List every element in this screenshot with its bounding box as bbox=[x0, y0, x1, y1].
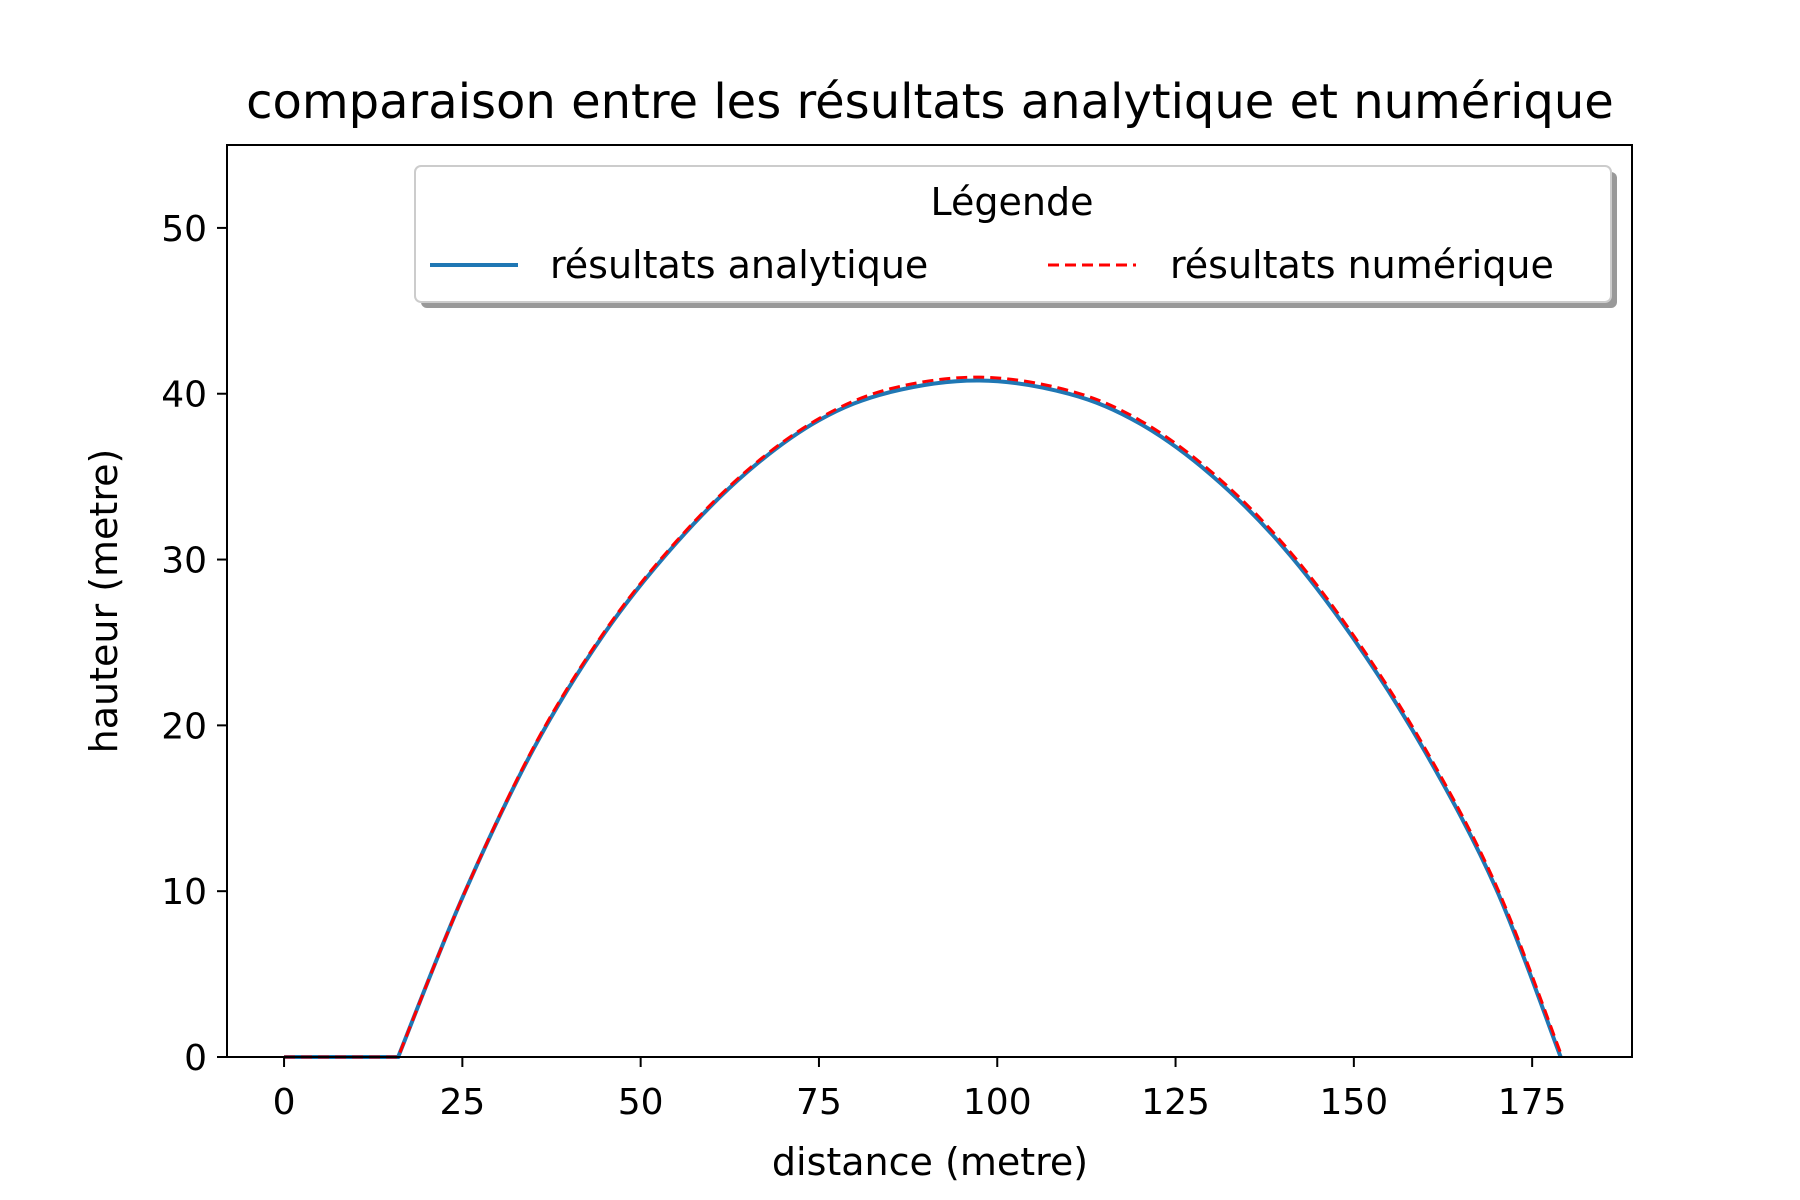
y-tick-label: 0 bbox=[184, 1038, 207, 1079]
y-tick-label: 40 bbox=[161, 375, 207, 416]
y-axis-label: hauteur (metre) bbox=[82, 449, 126, 754]
y-tick-label: 50 bbox=[161, 209, 207, 250]
x-tick-label: 25 bbox=[439, 1082, 485, 1123]
y-tick-label: 30 bbox=[161, 541, 207, 582]
y-tick-label: 10 bbox=[161, 872, 207, 913]
x-tick-label: 50 bbox=[618, 1082, 664, 1123]
legend-box bbox=[414, 165, 1612, 303]
x-axis-label: distance (metre) bbox=[772, 1140, 1088, 1184]
x-tick-label: 0 bbox=[273, 1082, 296, 1123]
legend-title: Légende bbox=[931, 180, 1094, 224]
x-tick-label: 100 bbox=[963, 1082, 1032, 1123]
series-line-numerique bbox=[284, 375, 1564, 1059]
legend-label-numerique: résultats numérique bbox=[1170, 243, 1554, 287]
y-tick-label: 20 bbox=[161, 706, 207, 747]
y-axis: 0 10 20 30 40 50 bbox=[161, 209, 227, 1079]
x-tick-label: 175 bbox=[1498, 1082, 1567, 1123]
x-axis: 0 25 50 75 100 125 150 175 bbox=[273, 1057, 1567, 1123]
x-tick-label: 125 bbox=[1141, 1082, 1210, 1123]
x-tick-label: 150 bbox=[1319, 1082, 1388, 1123]
plot-frame bbox=[226, 144, 1633, 1058]
x-tick-label: 75 bbox=[796, 1082, 842, 1123]
chart-title: comparaison entre les résultats analytiq… bbox=[246, 74, 1614, 130]
legend-label-analytique: résultats analytique bbox=[550, 243, 928, 287]
legend: Légende résultats analytique résultats n… bbox=[414, 165, 1617, 308]
series-layer bbox=[284, 375, 1564, 1059]
